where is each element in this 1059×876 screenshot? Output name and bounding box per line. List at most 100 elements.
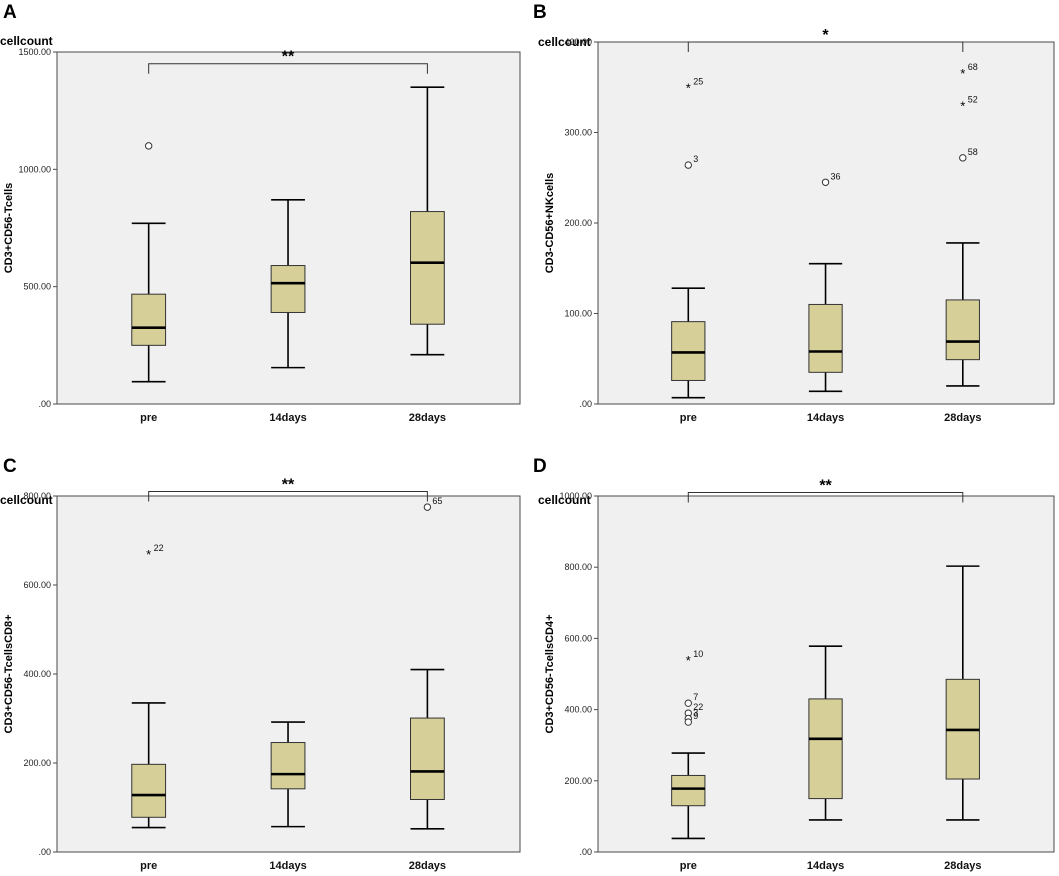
- box-14days: 36: [808, 171, 843, 393]
- iqr-box: [270, 265, 306, 313]
- y-axis-title: CD3+CD56-Tcells: [3, 183, 15, 274]
- outlier-circle: [959, 154, 967, 162]
- panel-letter: A: [3, 2, 17, 23]
- outlier-circle: [821, 178, 830, 186]
- y-axis-title: CD3+CD56-TcellsCD4+: [544, 614, 556, 733]
- x-category-label: pre: [140, 412, 157, 424]
- iqr-box: [131, 293, 167, 346]
- iqr-box: [671, 321, 706, 381]
- x-category-label: 28days: [944, 860, 981, 872]
- x-category-label: pre: [680, 860, 697, 872]
- significance-bracket: [687, 41, 964, 52]
- y-tick-label: 800.00: [564, 562, 592, 572]
- significance-label: **: [282, 49, 295, 66]
- box-14days: [270, 721, 306, 828]
- significance-label: **: [819, 477, 832, 494]
- unit-label: cellcount: [0, 493, 53, 507]
- x-category-label: pre: [140, 860, 157, 872]
- outlier-star: *: [960, 98, 965, 113]
- y-tick-label: 600.00: [564, 633, 592, 643]
- box-pre: * 22: [131, 543, 167, 829]
- y-tick-label: 500.00: [23, 282, 51, 292]
- y-tick-label: .00: [38, 847, 51, 857]
- outlier-circle: [144, 142, 153, 150]
- box-pre: * 25 3: [671, 76, 706, 399]
- panel-letter: C: [3, 456, 17, 477]
- outlier-star: *: [686, 653, 691, 668]
- y-tick-label: .00: [579, 399, 592, 409]
- outlier-label: 3: [693, 154, 698, 164]
- y-tick-label: 200.00: [564, 776, 592, 786]
- x-category-label: 14days: [269, 412, 306, 424]
- outlier-label: 9: [693, 711, 698, 721]
- outlier-label: 22: [154, 543, 164, 553]
- unit-label: cellcount: [538, 35, 591, 49]
- y-axis-title: CD3-CD56+NKcells: [544, 173, 556, 274]
- y-tick-label: 1500.00: [18, 47, 51, 57]
- x-category-label: 14days: [807, 860, 844, 872]
- significance-label: **: [282, 477, 295, 494]
- outlier-label: 7: [693, 692, 698, 702]
- outlier-label: 36: [831, 171, 841, 181]
- y-tick-label: 100.00: [564, 309, 592, 319]
- outlier-star: *: [146, 547, 151, 562]
- outlier-label: 3: [693, 708, 698, 718]
- y-tick-label: 1000.00: [559, 491, 592, 501]
- y-tick-label: 200.00: [23, 758, 51, 768]
- outlier-label: 10: [693, 649, 703, 659]
- iqr-box: [808, 698, 843, 800]
- iqr-box: [808, 303, 843, 373]
- x-category-label: 14days: [807, 412, 844, 424]
- x-category-label: 28days: [409, 860, 446, 872]
- y-tick-label: 400.00: [23, 669, 51, 679]
- y-tick-label: 600.00: [23, 580, 51, 590]
- x-category-label: 28days: [944, 412, 981, 424]
- iqr-box: [410, 717, 445, 800]
- y-tick-label: 300.00: [564, 128, 592, 138]
- y-tick-label: .00: [579, 847, 592, 857]
- unit-label: cellcount: [538, 493, 591, 507]
- y-tick-label: 200.00: [564, 218, 592, 228]
- outlier-label: 25: [693, 76, 703, 86]
- iqr-box: [945, 299, 980, 361]
- box-28days: [945, 565, 980, 821]
- y-tick-label: .00: [38, 399, 51, 409]
- box-28days: 65: [410, 496, 445, 830]
- unit-label: cellcount: [0, 34, 53, 48]
- x-category-label: pre: [680, 412, 697, 424]
- y-tick-label: 1000.00: [18, 164, 51, 174]
- outlier-label: 52: [968, 94, 978, 104]
- panel-letter: B: [533, 2, 547, 23]
- outlier-label: 68: [968, 62, 978, 72]
- significance-bracket: [148, 63, 428, 74]
- panel-letter: D: [533, 456, 547, 477]
- outlier-circle: [684, 699, 692, 707]
- outlier-label: 65: [432, 496, 442, 506]
- outlier-label: 22: [693, 702, 703, 712]
- significance-label: *: [822, 27, 829, 44]
- x-category-label: 28days: [409, 412, 446, 424]
- iqr-box: [270, 742, 306, 790]
- y-tick-label: 400.00: [564, 37, 592, 47]
- iqr-box: [131, 763, 167, 818]
- significance-bracket: [687, 491, 964, 503]
- outlier-circle: [684, 718, 692, 726]
- box-pre: [131, 142, 167, 383]
- y-tick-label: 800.00: [23, 491, 51, 501]
- x-category-label: 14days: [269, 860, 306, 872]
- outlier-label: 58: [968, 147, 978, 157]
- outlier-star: *: [960, 66, 965, 81]
- outlier-circle: [423, 503, 432, 511]
- iqr-box: [410, 211, 445, 325]
- y-tick-label: 400.00: [564, 705, 592, 715]
- iqr-box: [671, 774, 706, 807]
